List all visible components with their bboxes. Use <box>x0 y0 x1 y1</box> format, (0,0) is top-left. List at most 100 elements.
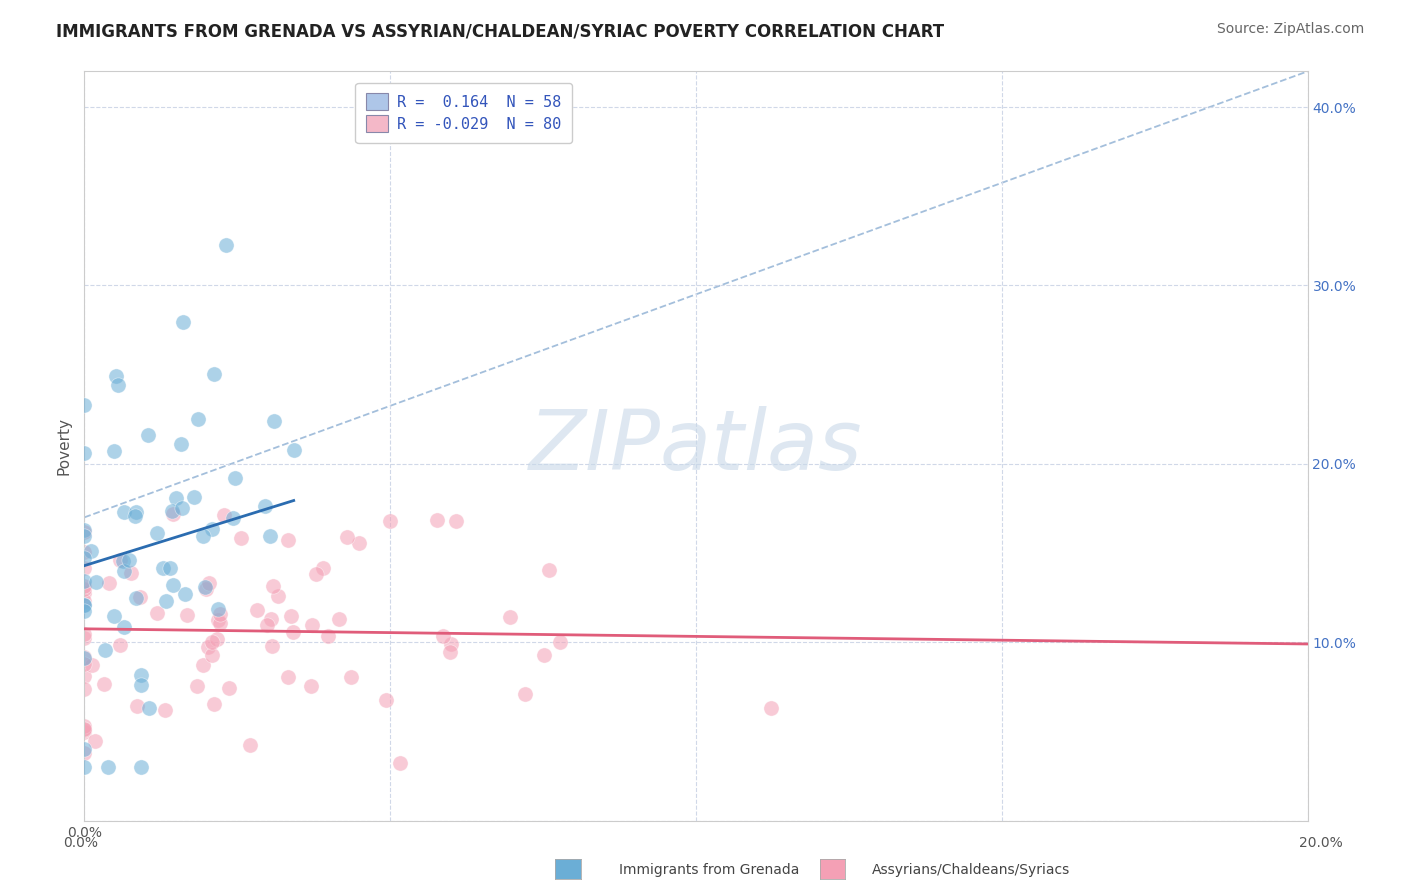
Point <box>299 679 322 693</box>
Point <box>97 760 120 774</box>
Point <box>73 585 96 599</box>
Point <box>73 398 96 412</box>
Point <box>103 443 125 458</box>
Point <box>129 678 152 692</box>
Point <box>73 657 96 671</box>
Point <box>277 533 299 547</box>
Point <box>155 703 177 717</box>
Point <box>73 560 96 574</box>
Point <box>197 640 219 654</box>
Point <box>176 608 198 623</box>
Point <box>262 639 284 653</box>
Point <box>347 535 370 549</box>
Point <box>224 471 246 485</box>
Point <box>73 719 96 733</box>
Point <box>277 670 299 684</box>
Text: Assyrians/Chaldeans/Syriacs: Assyrians/Chaldeans/Syriacs <box>872 863 1070 877</box>
Point <box>73 725 96 739</box>
Point <box>229 532 252 546</box>
Text: ZIPatlas: ZIPatlas <box>529 406 863 486</box>
Point <box>129 668 152 682</box>
Point <box>73 550 96 565</box>
Point <box>328 612 350 626</box>
Point <box>186 679 208 693</box>
Point <box>263 414 285 428</box>
Point <box>103 609 125 624</box>
Point <box>280 609 302 624</box>
Point <box>136 428 159 442</box>
Point <box>124 508 146 523</box>
Point <box>120 566 142 580</box>
Point <box>138 701 160 715</box>
Point <box>187 412 209 426</box>
Point <box>84 734 107 748</box>
Text: Immigrants from Grenada: Immigrants from Grenada <box>619 863 799 877</box>
Point <box>105 368 128 383</box>
Point <box>84 575 107 590</box>
Point <box>218 681 240 696</box>
Point <box>425 513 447 527</box>
Point <box>73 574 96 588</box>
Point <box>146 606 169 620</box>
Point <box>513 687 536 701</box>
Point <box>537 564 560 578</box>
Point <box>195 582 218 597</box>
Point <box>73 760 96 774</box>
Point <box>80 657 103 672</box>
Point <box>73 741 96 756</box>
Point <box>170 501 193 516</box>
Point <box>108 553 131 567</box>
Point <box>550 634 572 648</box>
Point <box>432 629 454 643</box>
Point <box>208 607 231 621</box>
Point <box>201 635 224 649</box>
Point <box>215 237 238 252</box>
Point <box>160 503 183 517</box>
Point <box>129 760 152 774</box>
Point <box>129 591 152 605</box>
Point <box>174 587 197 601</box>
Point <box>312 561 335 575</box>
Point <box>201 523 224 537</box>
Point <box>73 626 96 640</box>
Point <box>202 697 225 711</box>
Text: Source: ZipAtlas.com: Source: ZipAtlas.com <box>1216 22 1364 37</box>
Point <box>159 560 181 574</box>
Point <box>446 514 468 528</box>
Point <box>162 507 184 521</box>
Point <box>98 576 121 591</box>
Legend: R =  0.164  N = 58, R = -0.029  N = 80: R = 0.164 N = 58, R = -0.029 N = 80 <box>356 83 572 143</box>
Point <box>73 594 96 608</box>
Point <box>73 681 96 696</box>
Point <box>125 505 148 519</box>
Point <box>170 437 193 451</box>
Point <box>73 582 96 596</box>
Point <box>73 631 96 645</box>
Point <box>222 510 245 524</box>
Text: 0.0%: 0.0% <box>63 836 98 850</box>
Point <box>439 645 461 659</box>
Point <box>263 579 285 593</box>
Point <box>389 756 412 771</box>
Point <box>112 620 135 634</box>
Point <box>440 637 463 651</box>
Point <box>108 638 131 652</box>
Point <box>145 526 167 541</box>
Point <box>112 565 135 579</box>
Point <box>378 514 401 528</box>
Point <box>73 528 96 542</box>
Point <box>73 579 96 593</box>
Point <box>118 553 141 567</box>
Point <box>207 613 229 627</box>
Point <box>107 378 129 392</box>
Point <box>73 545 96 559</box>
Point <box>239 738 262 752</box>
Point <box>73 722 96 736</box>
Point <box>499 610 522 624</box>
Point <box>254 499 277 513</box>
Point <box>73 746 96 760</box>
Y-axis label: Poverty: Poverty <box>56 417 72 475</box>
Point <box>316 629 339 643</box>
Text: IMMIGRANTS FROM GRENADA VS ASSYRIAN/CHALDEAN/SYRIAC POVERTY CORRELATION CHART: IMMIGRANTS FROM GRENADA VS ASSYRIAN/CHAL… <box>56 22 945 40</box>
Point <box>283 625 305 640</box>
